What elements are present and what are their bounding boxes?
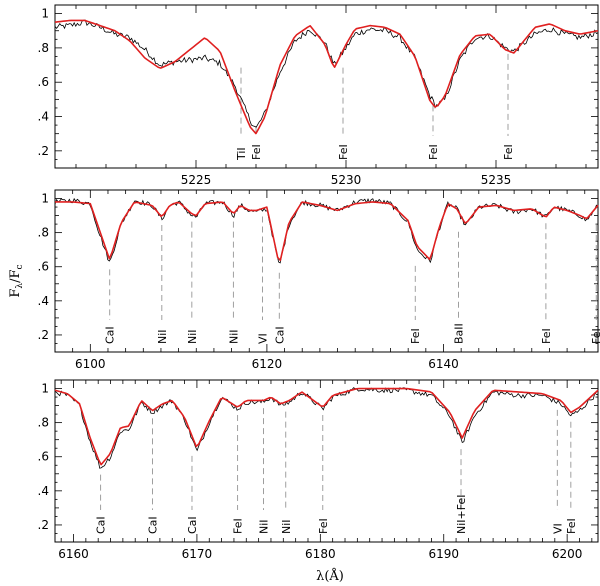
- x-tick-label: 6200: [552, 547, 583, 561]
- line-id-label: FeI: [337, 144, 350, 160]
- y-tick-label: 1: [41, 192, 49, 206]
- y-axis-title-sub2: c: [15, 264, 25, 269]
- synthetic-spectrum: [54, 387, 599, 466]
- y-tick-label: 1: [41, 7, 49, 21]
- line-id-label: NiI: [258, 519, 271, 534]
- y-tick-label: .2: [38, 328, 49, 342]
- plot-frame: [54, 189, 599, 353]
- plot-frame: [54, 379, 599, 543]
- line-id-label: FeI: [409, 328, 422, 344]
- line-id-label: NiI: [186, 329, 199, 344]
- y-tick-label: .4: [38, 294, 49, 308]
- x-tick-label: 6140: [428, 357, 459, 371]
- observed-spectrum: [54, 19, 599, 128]
- y-tick-label: .8: [38, 416, 49, 430]
- y-tick-label: .6: [38, 260, 49, 274]
- y-axis-title: Fλ/Fc: [8, 264, 25, 297]
- x-tick-label: 6120: [252, 357, 283, 371]
- x-tick-label: 6160: [58, 547, 89, 561]
- y-tick-label: .4: [38, 484, 49, 498]
- x-tick-label: 6180: [305, 547, 336, 561]
- y-axis-title-sub1: λ: [15, 283, 25, 289]
- panel-middle: .2 .4 .6 .8 1 6100 6120 6140 CaI NiI NiI NiI VI CaI Fe…: [38, 189, 600, 371]
- y-tick-label: .8: [38, 226, 49, 240]
- y-tick-label: .2: [38, 518, 49, 532]
- line-id-label: FeI: [250, 144, 263, 160]
- x-tick-label: 6100: [75, 357, 106, 371]
- line-id-label: FeI: [590, 328, 600, 344]
- synthetic-spectrum: [54, 19, 599, 135]
- y-tick-label: .4: [38, 110, 49, 124]
- line-id-label: CaI: [104, 326, 117, 344]
- y-tick-label: .8: [38, 41, 49, 55]
- observed-spectrum: [54, 197, 599, 264]
- x-axis-title: λ(Å): [316, 568, 344, 584]
- line-id-label: TiI: [235, 147, 248, 161]
- line-id-label: FeI: [232, 518, 245, 534]
- y-tick-label: .6: [38, 450, 49, 464]
- line-id-label: CaI: [186, 516, 199, 534]
- x-tick-label: 6190: [428, 547, 459, 561]
- y-axis-title-main: F: [8, 289, 23, 298]
- x-tick-label: 6170: [182, 547, 213, 561]
- x-tick-label: 5235: [481, 173, 512, 187]
- y-axis-title-mid: /F: [8, 269, 23, 282]
- line-id-label: FeI: [317, 518, 330, 534]
- line-id-label: FeI: [427, 144, 440, 160]
- line-id-label: FeI: [502, 144, 515, 160]
- line-id-label: VI: [551, 523, 564, 534]
- line-id-label: FeI: [540, 328, 553, 344]
- line-id-label: NiI: [280, 519, 293, 534]
- plot-frame: [54, 4, 599, 169]
- line-id-label: FeI: [565, 518, 578, 534]
- y-tick-label: .2: [38, 144, 49, 158]
- line-id-label: NiI+FeI: [455, 495, 468, 534]
- y-tick-label: 1: [41, 382, 49, 396]
- y-tick-label: .6: [38, 75, 49, 89]
- observed-spectrum: [54, 387, 599, 469]
- line-id-label: CaI: [273, 326, 286, 344]
- x-tick-label: 5225: [181, 173, 212, 187]
- line-id-label: VI: [256, 333, 269, 344]
- line-id-label: NiI: [227, 329, 240, 344]
- line-id-label: CaI: [95, 516, 108, 534]
- synthetic-spectrum: [55, 201, 599, 262]
- line-id-label: NiI: [156, 329, 169, 344]
- line-id-label: BaII: [452, 323, 465, 344]
- x-tick-label: 5230: [331, 173, 362, 187]
- line-id-label: CaI: [146, 516, 159, 534]
- panel-bottom: .2 .4 .6 .8 1 6160 6170 6180 6190 6200 CaI CaI CaI Fe…: [38, 379, 599, 561]
